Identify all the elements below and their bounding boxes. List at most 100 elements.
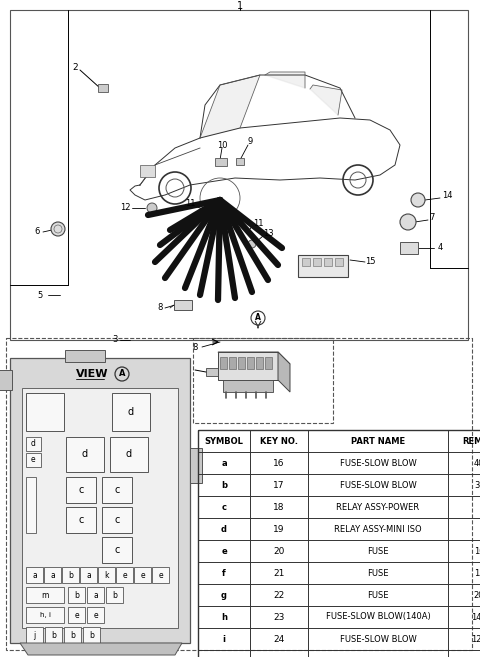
Text: a: a <box>32 570 37 579</box>
Text: 6: 6 <box>34 227 40 237</box>
Text: 30A: 30A <box>474 480 480 489</box>
Text: b: b <box>112 591 117 599</box>
Text: PART NAME: PART NAME <box>351 436 405 445</box>
Text: 12: 12 <box>120 204 130 212</box>
Bar <box>236 158 244 165</box>
Text: b: b <box>89 631 94 639</box>
Text: e: e <box>158 570 163 579</box>
Bar <box>220 357 227 369</box>
Bar <box>152 567 169 583</box>
Text: c: c <box>114 515 120 525</box>
Text: 40A: 40A <box>474 459 480 468</box>
Bar <box>65 350 105 362</box>
Text: FUSE-SLOW BLOW: FUSE-SLOW BLOW <box>340 635 416 643</box>
Text: e: e <box>140 570 145 579</box>
Text: 15A: 15A <box>474 568 480 578</box>
Bar <box>102 477 132 503</box>
Text: FUSE: FUSE <box>367 547 389 556</box>
Text: m: m <box>41 591 48 599</box>
Bar <box>229 357 236 369</box>
Text: A: A <box>119 369 125 378</box>
Bar <box>6 338 472 650</box>
Bar <box>44 567 61 583</box>
Text: e: e <box>221 547 227 556</box>
Text: 13: 13 <box>263 229 273 238</box>
Text: 10: 10 <box>217 141 227 150</box>
Bar <box>62 567 79 583</box>
Bar <box>112 393 150 431</box>
Text: 11: 11 <box>253 219 263 229</box>
Polygon shape <box>223 380 273 392</box>
Text: 22: 22 <box>274 591 285 599</box>
Text: 2: 2 <box>72 64 78 72</box>
Bar <box>66 477 96 503</box>
Text: FUSE-SLOW BLOW: FUSE-SLOW BLOW <box>340 480 416 489</box>
Text: 23: 23 <box>273 612 285 622</box>
Text: 11: 11 <box>185 200 195 208</box>
Polygon shape <box>218 352 290 364</box>
Bar <box>26 627 43 643</box>
Circle shape <box>248 240 256 248</box>
Bar <box>106 587 123 603</box>
Bar <box>26 607 64 623</box>
Bar <box>26 393 64 431</box>
Text: 8: 8 <box>192 344 198 353</box>
Text: 18: 18 <box>273 503 285 512</box>
Text: 24: 24 <box>274 635 285 643</box>
Circle shape <box>51 222 65 236</box>
Text: h, i: h, i <box>39 612 50 618</box>
Text: REMARK: REMARK <box>462 436 480 445</box>
Bar <box>140 165 155 177</box>
Text: a: a <box>93 591 98 599</box>
Text: j: j <box>34 631 36 639</box>
Text: VIEW: VIEW <box>76 369 108 379</box>
Text: 5: 5 <box>37 290 43 300</box>
Text: b: b <box>221 480 227 489</box>
Bar <box>26 567 43 583</box>
Bar <box>26 477 36 533</box>
Text: c: c <box>78 515 84 525</box>
Text: RELAY ASSY-POWER: RELAY ASSY-POWER <box>336 503 420 512</box>
Text: g: g <box>221 591 227 599</box>
Text: d: d <box>128 407 134 417</box>
Text: FUSE-SLOW BLOW: FUSE-SLOW BLOW <box>340 459 416 468</box>
Text: 140A: 140A <box>471 612 480 622</box>
Text: c: c <box>78 485 84 495</box>
Bar <box>80 567 97 583</box>
Bar <box>190 448 202 483</box>
Text: 20: 20 <box>273 547 285 556</box>
Bar <box>0 370 12 390</box>
Bar <box>215 158 227 166</box>
Bar <box>116 567 133 583</box>
Text: 120A: 120A <box>471 635 480 643</box>
Text: 20A: 20A <box>474 591 480 599</box>
Text: A: A <box>255 313 261 323</box>
Text: c: c <box>221 503 227 512</box>
Text: e: e <box>93 610 98 620</box>
Bar <box>10 358 190 643</box>
Bar <box>193 338 333 423</box>
Bar <box>87 587 104 603</box>
Text: 16: 16 <box>273 459 285 468</box>
Text: c: c <box>114 485 120 495</box>
Polygon shape <box>310 85 342 115</box>
Bar <box>45 627 62 643</box>
Text: 15: 15 <box>365 258 375 267</box>
Text: i: i <box>223 635 226 643</box>
Text: b: b <box>68 570 73 579</box>
Text: 19: 19 <box>273 524 285 533</box>
Bar <box>68 587 85 603</box>
Text: 14: 14 <box>442 191 452 200</box>
Bar <box>302 258 310 266</box>
Bar <box>10 10 468 340</box>
Bar <box>400 242 418 254</box>
Text: b: b <box>74 591 79 599</box>
Polygon shape <box>278 352 290 392</box>
Bar <box>198 430 480 657</box>
Bar <box>238 357 245 369</box>
Text: FUSE: FUSE <box>367 591 389 599</box>
Text: a: a <box>50 570 55 579</box>
Bar <box>335 258 343 266</box>
Bar <box>66 507 96 533</box>
Bar <box>22 388 178 628</box>
